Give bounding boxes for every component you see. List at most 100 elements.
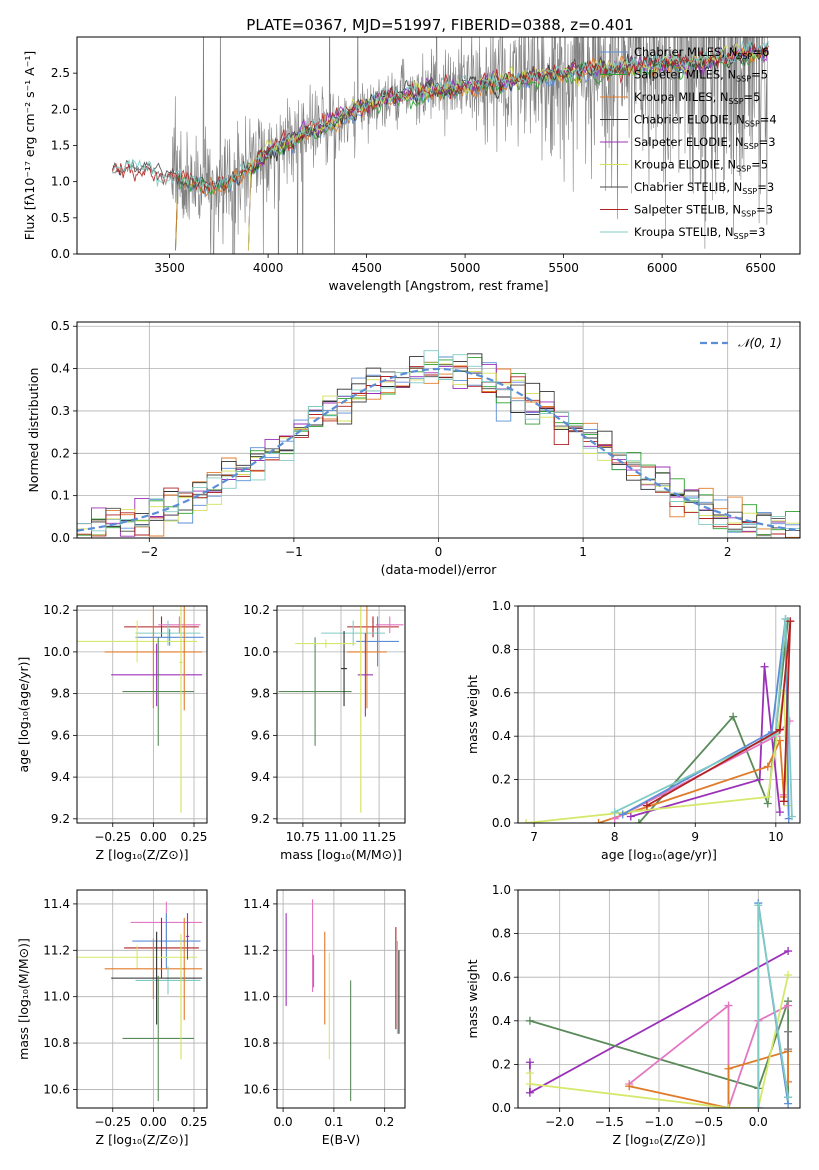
y-tick-label: 10.0 — [243, 645, 270, 659]
x-axis-label: Z [log₁₀(Z/Z⊙)] — [613, 1132, 706, 1147]
x-tick-label: 6500 — [745, 261, 776, 275]
legend-entry: Chabrier STELIB, NSSP=3 — [634, 180, 774, 196]
weight-marker — [775, 808, 784, 817]
x-tick-label: 0.0 — [274, 1115, 293, 1129]
normal-curve — [77, 367, 800, 532]
y-tick-label: 0.0 — [492, 1101, 511, 1115]
weight-marker — [784, 1027, 793, 1036]
x-tick-label: −1 — [285, 545, 303, 559]
weight-marker — [787, 812, 796, 821]
weight-line-2 — [598, 740, 785, 823]
errorbar-point — [111, 643, 203, 707]
y-tick-label: 0.4 — [492, 1014, 511, 1028]
x-tick-label: 0.00 — [140, 1115, 167, 1129]
errorbar-point — [182, 606, 186, 711]
y-tick-label: 2.0 — [51, 102, 70, 116]
axes-frame — [76, 605, 208, 824]
errorbar-point — [359, 606, 363, 813]
y-tick-label: 0.3 — [51, 404, 70, 418]
y-tick-label: 9.8 — [251, 687, 270, 701]
x-tick-label: 5500 — [548, 261, 579, 275]
legend-entry: Salpeter ELODIE, NSSP=3 — [634, 135, 776, 151]
weight-marker — [525, 1016, 534, 1025]
x-tick-label: 5000 — [450, 261, 481, 275]
panel-mass-weight-vs-age: 7 8 9 10 0.0 0.2 0.4 0.6 0.8 1.0 age [log₁₀(age/yr… — [465, 599, 801, 862]
plot-area-mass-vs-ebv — [285, 899, 400, 1102]
model-line-6 — [112, 41, 769, 192]
y-tick-label: 10.6 — [43, 1082, 70, 1096]
y-tick-label: 9.6 — [251, 728, 270, 742]
y-tick-label: 10.0 — [43, 645, 70, 659]
x-tick-label: 2 — [724, 545, 732, 559]
weight-marker — [525, 1080, 534, 1089]
y-tick-label: 9.8 — [51, 687, 70, 701]
x-axis-label: Z [log₁₀(Z/Z⊙)] — [96, 1132, 189, 1147]
legend-entry: Kroupa MILES, NSSP=5 — [634, 90, 760, 106]
plot-area-residuals — [77, 350, 800, 538]
y-tick-label: 0.5 — [51, 211, 70, 225]
y-tick-label: 11.2 — [243, 943, 270, 957]
y-tick-label: 0.2 — [51, 446, 70, 460]
x-tick-label: 0 — [435, 545, 443, 559]
legend-entry: Salpeter MILES, NSSP=5 — [634, 68, 768, 84]
x-tick-label: 0.00 — [140, 830, 167, 844]
y-tick-label: 9.2 — [251, 812, 270, 826]
weight-marker — [779, 797, 788, 806]
x-tick-label: 1 — [579, 545, 587, 559]
y-tick-label: 10.8 — [243, 1036, 270, 1050]
errorbar-point — [77, 945, 198, 969]
y-tick-label: 1.0 — [492, 599, 511, 613]
legend-entry: Kroupa STELIB, NSSP=3 — [634, 225, 765, 241]
plot-area-mass-weight-vs-age — [522, 615, 796, 823]
x-tick-label: 0.2 — [375, 1115, 394, 1129]
weight-marker — [763, 762, 772, 771]
errorbar-point — [182, 917, 186, 1020]
y-tick-label: 9.4 — [51, 770, 70, 784]
weight-marker — [724, 1104, 733, 1108]
weight-marker — [724, 1001, 733, 1010]
errorbar-point — [122, 637, 194, 746]
y-tick-label: 0.2 — [492, 1057, 511, 1071]
weight-marker — [784, 1093, 793, 1102]
weight-marker — [522, 819, 531, 823]
plot-area-mass-weight-vs-Z — [525, 899, 793, 1108]
y-tick-label: 1.0 — [492, 883, 511, 897]
y-tick-label: 10.2 — [243, 603, 270, 617]
weight-marker — [763, 792, 772, 801]
x-tick-label: 3500 — [154, 261, 185, 275]
x-tick-label: 8 — [611, 830, 619, 844]
y-tick-label: 11.0 — [243, 990, 270, 1004]
weight-line-1 — [630, 666, 781, 818]
x-tick-label: 0.25 — [181, 1115, 208, 1129]
errorbar-point — [179, 934, 183, 1060]
legend-entry: Salpeter STELIB, NSSP=3 — [634, 203, 773, 219]
y-tick-label: 10.6 — [243, 1082, 270, 1096]
errorbar-point — [132, 913, 201, 969]
y-axis-label: mass weight — [465, 959, 480, 1038]
y-tick-label: 2.5 — [51, 66, 70, 80]
weight-marker — [781, 615, 790, 624]
errorbar-point — [77, 620, 198, 663]
x-tick-label: −1.0 — [644, 1115, 673, 1129]
y-tick-label: 9.2 — [51, 812, 70, 826]
errorbar-point — [135, 966, 201, 995]
x-axis-label: E(B-V) — [322, 1132, 361, 1147]
weight-line-7 — [646, 621, 792, 807]
x-tick-label: 11.25 — [362, 830, 396, 844]
x-tick-label: −2.0 — [545, 1115, 574, 1129]
weight-marker — [594, 819, 603, 823]
x-tick-label: −0.25 — [94, 830, 131, 844]
x-tick-label: −0.5 — [694, 1115, 723, 1129]
weight-marker — [760, 662, 769, 671]
x-tick-label: 6000 — [647, 261, 678, 275]
weight-marker — [754, 901, 763, 910]
y-tick-label: 11.4 — [43, 897, 70, 911]
errorbar-point — [135, 628, 204, 646]
plot-area-age-vs-Z — [77, 606, 204, 813]
x-tick-label: 0.25 — [181, 830, 208, 844]
x-axis-label: wavelength [Angstrom, rest frame] — [328, 278, 548, 293]
x-tick-label: 4000 — [253, 261, 284, 275]
y-tick-label: 1.0 — [51, 175, 70, 189]
errorbar-point — [347, 606, 387, 709]
